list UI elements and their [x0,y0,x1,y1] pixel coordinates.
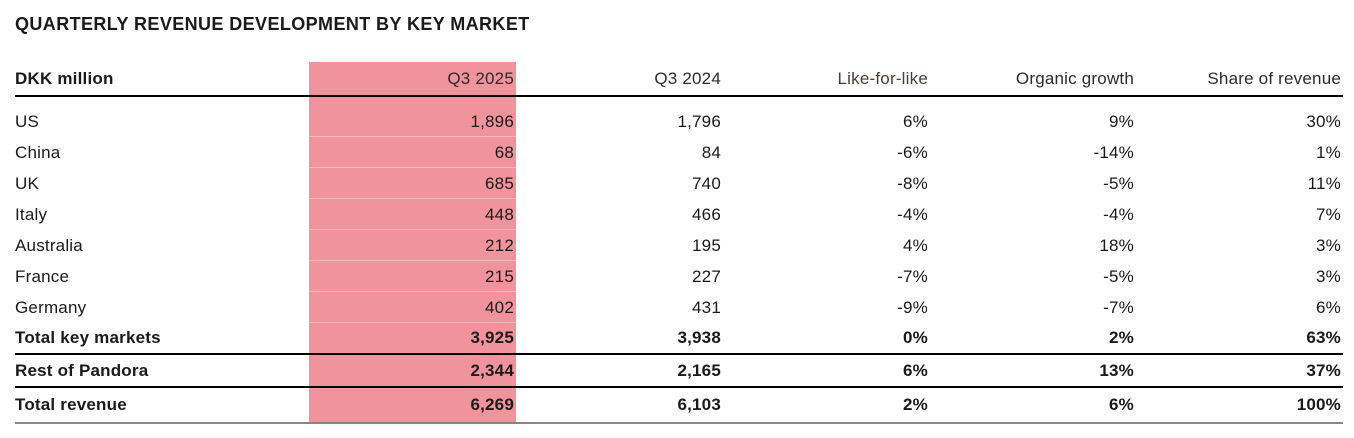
like-for-like-value: 6% [903,111,928,131]
share-of-revenue-value: 3% [1316,235,1341,255]
header-spacer-row [15,96,1343,106]
q3-2025-value: 448 [309,199,516,230]
q3-2025-value: 685 [309,168,516,199]
column-header-organic-growth: Organic growth [930,62,1136,97]
page-title: QUARTERLY REVENUE DEVELOPMENT BY KEY MAR… [15,14,530,34]
table-row-australia: Australia 212 195 4% 18% 3% [15,230,1343,261]
highlight-column-band [309,96,516,106]
table-row-italy: Italy 448 466 -4% -4% 7% [15,199,1343,230]
column-header-like-for-like: Like-for-like [723,62,930,97]
like-for-like-value: -9% [897,297,928,317]
table-row-us: US 1,896 1,796 6% 9% 30% [15,106,1343,137]
q3-2025-value: 6,269 [309,387,516,424]
table-row-uk: UK 685 740 -8% -5% 11% [15,168,1343,199]
organic-growth-value: 18% [1099,235,1134,255]
column-header-q3-2025: Q3 2025 [309,62,516,97]
table-row-rest-of-pandora: Rest of Pandora 2,344 2,165 6% 13% 37% [15,354,1343,388]
column-header-share-of-revenue: Share of revenue [1136,62,1343,97]
q3-2025-value: 68 [309,137,516,168]
share-of-revenue-value: 100% [1136,387,1343,424]
q3-2025-value: 1,896 [309,106,516,137]
share-of-revenue-value: 37% [1136,354,1343,388]
organic-growth-value: -5% [1103,173,1134,193]
share-of-revenue-value: 63% [1136,323,1343,355]
column-header-dkk-million: DKK million [15,62,309,97]
table-row-total-revenue: Total revenue 6,269 6,103 2% 6% 100% [15,387,1343,424]
like-for-like-value: -7% [897,266,928,286]
q3-2024-value: 740 [692,173,721,193]
market-label: Australia [15,235,83,255]
table-row-china: China 68 84 -6% -14% 1% [15,137,1343,168]
table-row-france: France 215 227 -7% -5% 3% [15,261,1343,292]
column-header-q3-2024: Q3 2024 [516,62,723,97]
like-for-like-value: -6% [897,142,928,162]
share-of-revenue-value: 3% [1316,266,1341,286]
like-for-like-value: 4% [903,235,928,255]
q3-2024-value: 227 [692,266,721,286]
market-label: Italy [15,204,48,224]
q3-2024-value: 84 [701,142,721,162]
q3-2024-value: 3,938 [516,323,723,355]
q3-2024-value: 431 [692,297,721,317]
market-label: US [15,111,40,131]
q3-2024-value: 2,165 [516,354,723,388]
organic-growth-value: -14% [1093,142,1134,162]
q3-2024-value: 1,796 [677,111,721,131]
organic-growth-value: -4% [1103,204,1134,224]
share-of-revenue-value: 7% [1316,204,1341,224]
organic-growth-value: 6% [930,387,1136,424]
like-for-like-value: 0% [723,323,930,355]
market-label: France [15,266,70,286]
organic-growth-value: 9% [1109,111,1134,131]
organic-growth-value: 13% [930,354,1136,388]
q3-2024-value: 466 [692,204,721,224]
table-header-row: DKK million Q3 2025 Q3 2024 Like-for-lik… [15,62,1343,97]
q3-2025-value: 3,925 [309,323,516,355]
revenue-table: DKK million Q3 2025 Q3 2024 Like-for-lik… [15,62,1343,424]
like-for-like-value: 2% [723,387,930,424]
market-label: Total key markets [15,323,309,355]
share-of-revenue-value: 30% [1306,111,1341,131]
share-of-revenue-value: 6% [1316,297,1341,317]
table-row-total-key-markets: Total key markets 3,925 3,938 0% 2% 63% [15,323,1343,355]
organic-growth-value: 2% [930,323,1136,355]
organic-growth-value: -5% [1103,266,1134,286]
like-for-like-value: 6% [723,354,930,388]
q3-2025-value: 402 [309,292,516,323]
share-of-revenue-value: 11% [1307,173,1341,193]
like-for-like-value: -4% [897,204,928,224]
market-label: UK [15,173,40,193]
market-label: Total revenue [15,387,309,424]
market-label: Germany [15,297,87,317]
q3-2025-value: 212 [309,230,516,261]
q3-2025-value: 2,344 [309,354,516,388]
share-of-revenue-value: 1% [1316,142,1341,162]
market-label: Rest of Pandora [15,354,309,388]
q3-2024-value: 6,103 [516,387,723,424]
market-label: China [15,142,61,162]
table-row-germany: Germany 402 431 -9% -7% 6% [15,292,1343,323]
organic-growth-value: -7% [1103,297,1134,317]
q3-2025-value: 215 [309,261,516,292]
like-for-like-value: -8% [897,173,928,193]
q3-2024-value: 195 [692,235,721,255]
